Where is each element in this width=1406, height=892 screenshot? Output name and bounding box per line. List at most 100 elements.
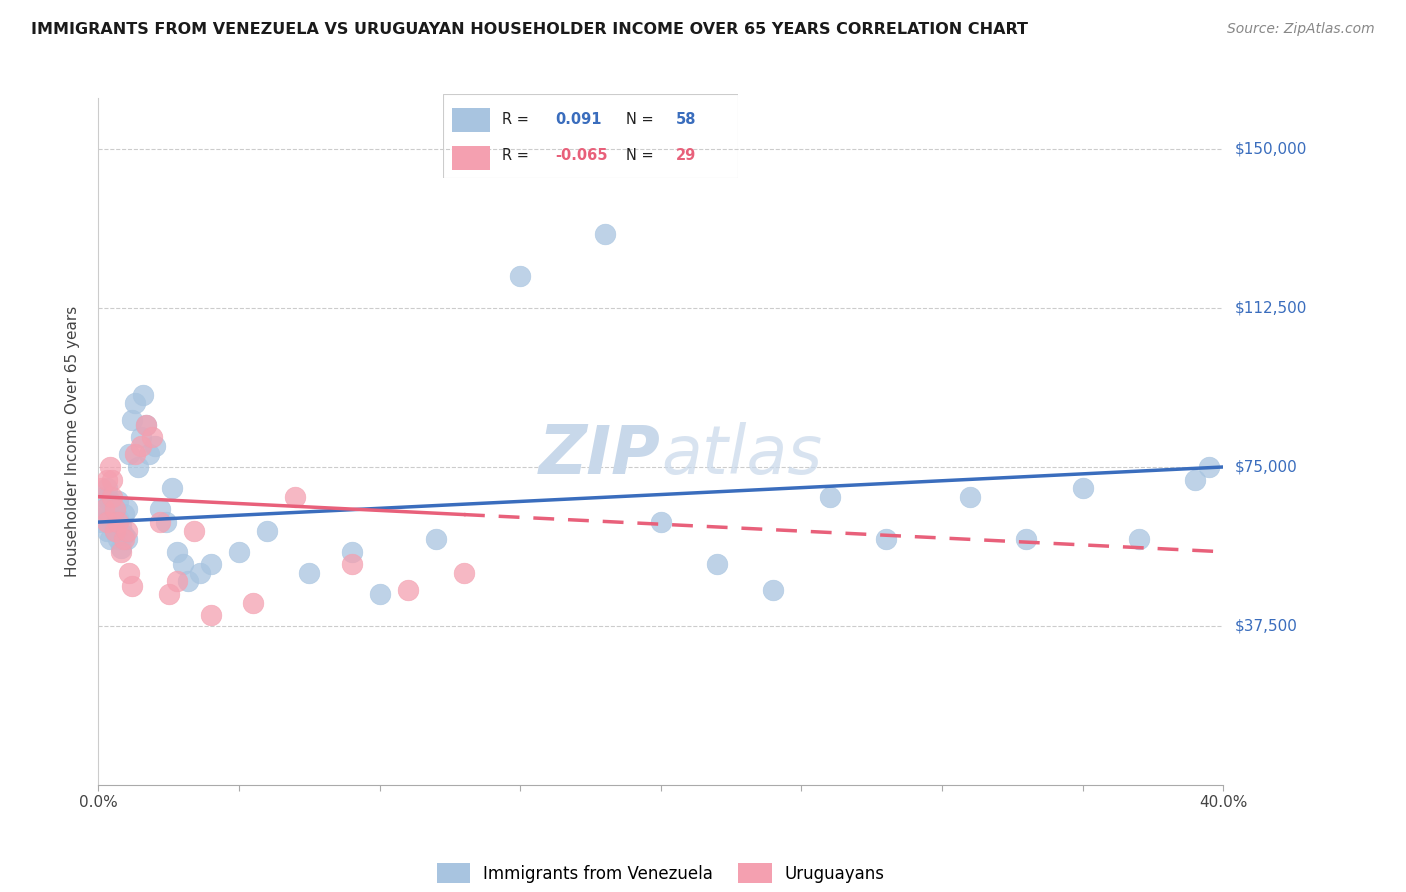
Point: [110, 541, 132, 555]
Point: [124, 396, 146, 410]
Point: [129, 430, 152, 444]
Point: [509, 269, 531, 284]
Point: [875, 532, 897, 546]
Point: [166, 574, 188, 589]
Point: [93, 502, 115, 516]
Text: R =: R =: [502, 148, 533, 163]
Point: [121, 579, 143, 593]
Point: [101, 515, 124, 529]
Point: [200, 608, 222, 623]
Text: IMMIGRANTS FROM VENEZUELA VS URUGUAYAN HOUSEHOLDER INCOME OVER 65 YEARS CORRELAT: IMMIGRANTS FROM VENEZUELA VS URUGUAYAN H…: [31, 22, 1028, 37]
Point: [298, 566, 321, 580]
Point: [706, 558, 728, 572]
Text: 29: 29: [676, 148, 696, 163]
Point: [1184, 473, 1206, 487]
Point: [121, 413, 143, 427]
Point: [818, 490, 841, 504]
Point: [200, 558, 222, 572]
Text: R =: R =: [502, 112, 533, 127]
Point: [107, 515, 129, 529]
Point: [762, 582, 785, 597]
Point: [368, 587, 391, 601]
Point: [340, 558, 363, 572]
Point: [135, 417, 157, 432]
Point: [1198, 460, 1220, 475]
Point: [650, 515, 672, 529]
Point: [129, 439, 152, 453]
FancyBboxPatch shape: [451, 108, 491, 132]
Point: [104, 502, 127, 516]
Text: $75,000: $75,000: [1234, 459, 1298, 475]
Point: [188, 566, 211, 580]
Point: [155, 515, 177, 529]
Point: [107, 532, 129, 546]
Text: $37,500: $37,500: [1234, 618, 1298, 633]
Point: [118, 566, 141, 580]
Point: [242, 596, 264, 610]
Text: $150,000: $150,000: [1234, 142, 1306, 156]
Point: [96, 473, 118, 487]
Point: [132, 388, 155, 402]
Point: [93, 502, 115, 516]
Point: [143, 439, 166, 453]
Point: [593, 227, 616, 241]
Point: [115, 502, 138, 516]
Text: N =: N =: [626, 112, 658, 127]
Point: [110, 545, 132, 559]
Point: [104, 524, 127, 538]
Point: [1128, 532, 1150, 546]
Point: [96, 481, 118, 495]
Point: [104, 502, 127, 516]
FancyBboxPatch shape: [451, 146, 491, 169]
Point: [96, 507, 118, 521]
Text: Source: ZipAtlas.com: Source: ZipAtlas.com: [1227, 22, 1375, 37]
Y-axis label: Householder Income Over 65 years: Householder Income Over 65 years: [65, 306, 80, 577]
Point: [127, 460, 149, 475]
Point: [256, 524, 278, 538]
Point: [124, 447, 146, 461]
Legend: Immigrants from Venezuela, Uruguayans: Immigrants from Venezuela, Uruguayans: [429, 855, 893, 891]
Text: 58: 58: [676, 112, 696, 127]
Point: [107, 494, 129, 508]
Point: [107, 511, 129, 525]
Point: [396, 582, 419, 597]
Point: [112, 507, 135, 521]
Point: [1071, 481, 1094, 495]
Point: [157, 587, 180, 601]
Text: 0.091: 0.091: [555, 112, 602, 127]
Point: [453, 566, 475, 580]
Point: [115, 532, 138, 546]
Point: [98, 532, 121, 546]
Point: [340, 545, 363, 559]
Point: [141, 430, 163, 444]
Point: [172, 558, 194, 572]
Text: ZIP: ZIP: [538, 422, 661, 488]
Point: [96, 515, 118, 529]
Point: [104, 524, 127, 538]
Point: [284, 490, 307, 504]
Point: [98, 494, 121, 508]
Point: [112, 532, 135, 546]
Point: [177, 574, 200, 589]
Point: [98, 511, 121, 525]
Point: [160, 481, 183, 495]
Point: [166, 545, 188, 559]
Point: [93, 490, 115, 504]
Text: -0.065: -0.065: [555, 148, 607, 163]
Point: [115, 524, 138, 538]
Point: [110, 519, 132, 533]
Point: [112, 528, 135, 542]
Point: [98, 460, 121, 475]
Point: [138, 447, 160, 461]
Point: [96, 524, 118, 538]
Point: [101, 498, 124, 512]
Point: [228, 545, 250, 559]
Point: [118, 447, 141, 461]
Point: [101, 473, 124, 487]
Point: [425, 532, 447, 546]
Text: $112,500: $112,500: [1234, 301, 1306, 316]
Point: [149, 515, 172, 529]
Text: atlas: atlas: [661, 422, 823, 488]
Point: [959, 490, 981, 504]
Text: N =: N =: [626, 148, 658, 163]
